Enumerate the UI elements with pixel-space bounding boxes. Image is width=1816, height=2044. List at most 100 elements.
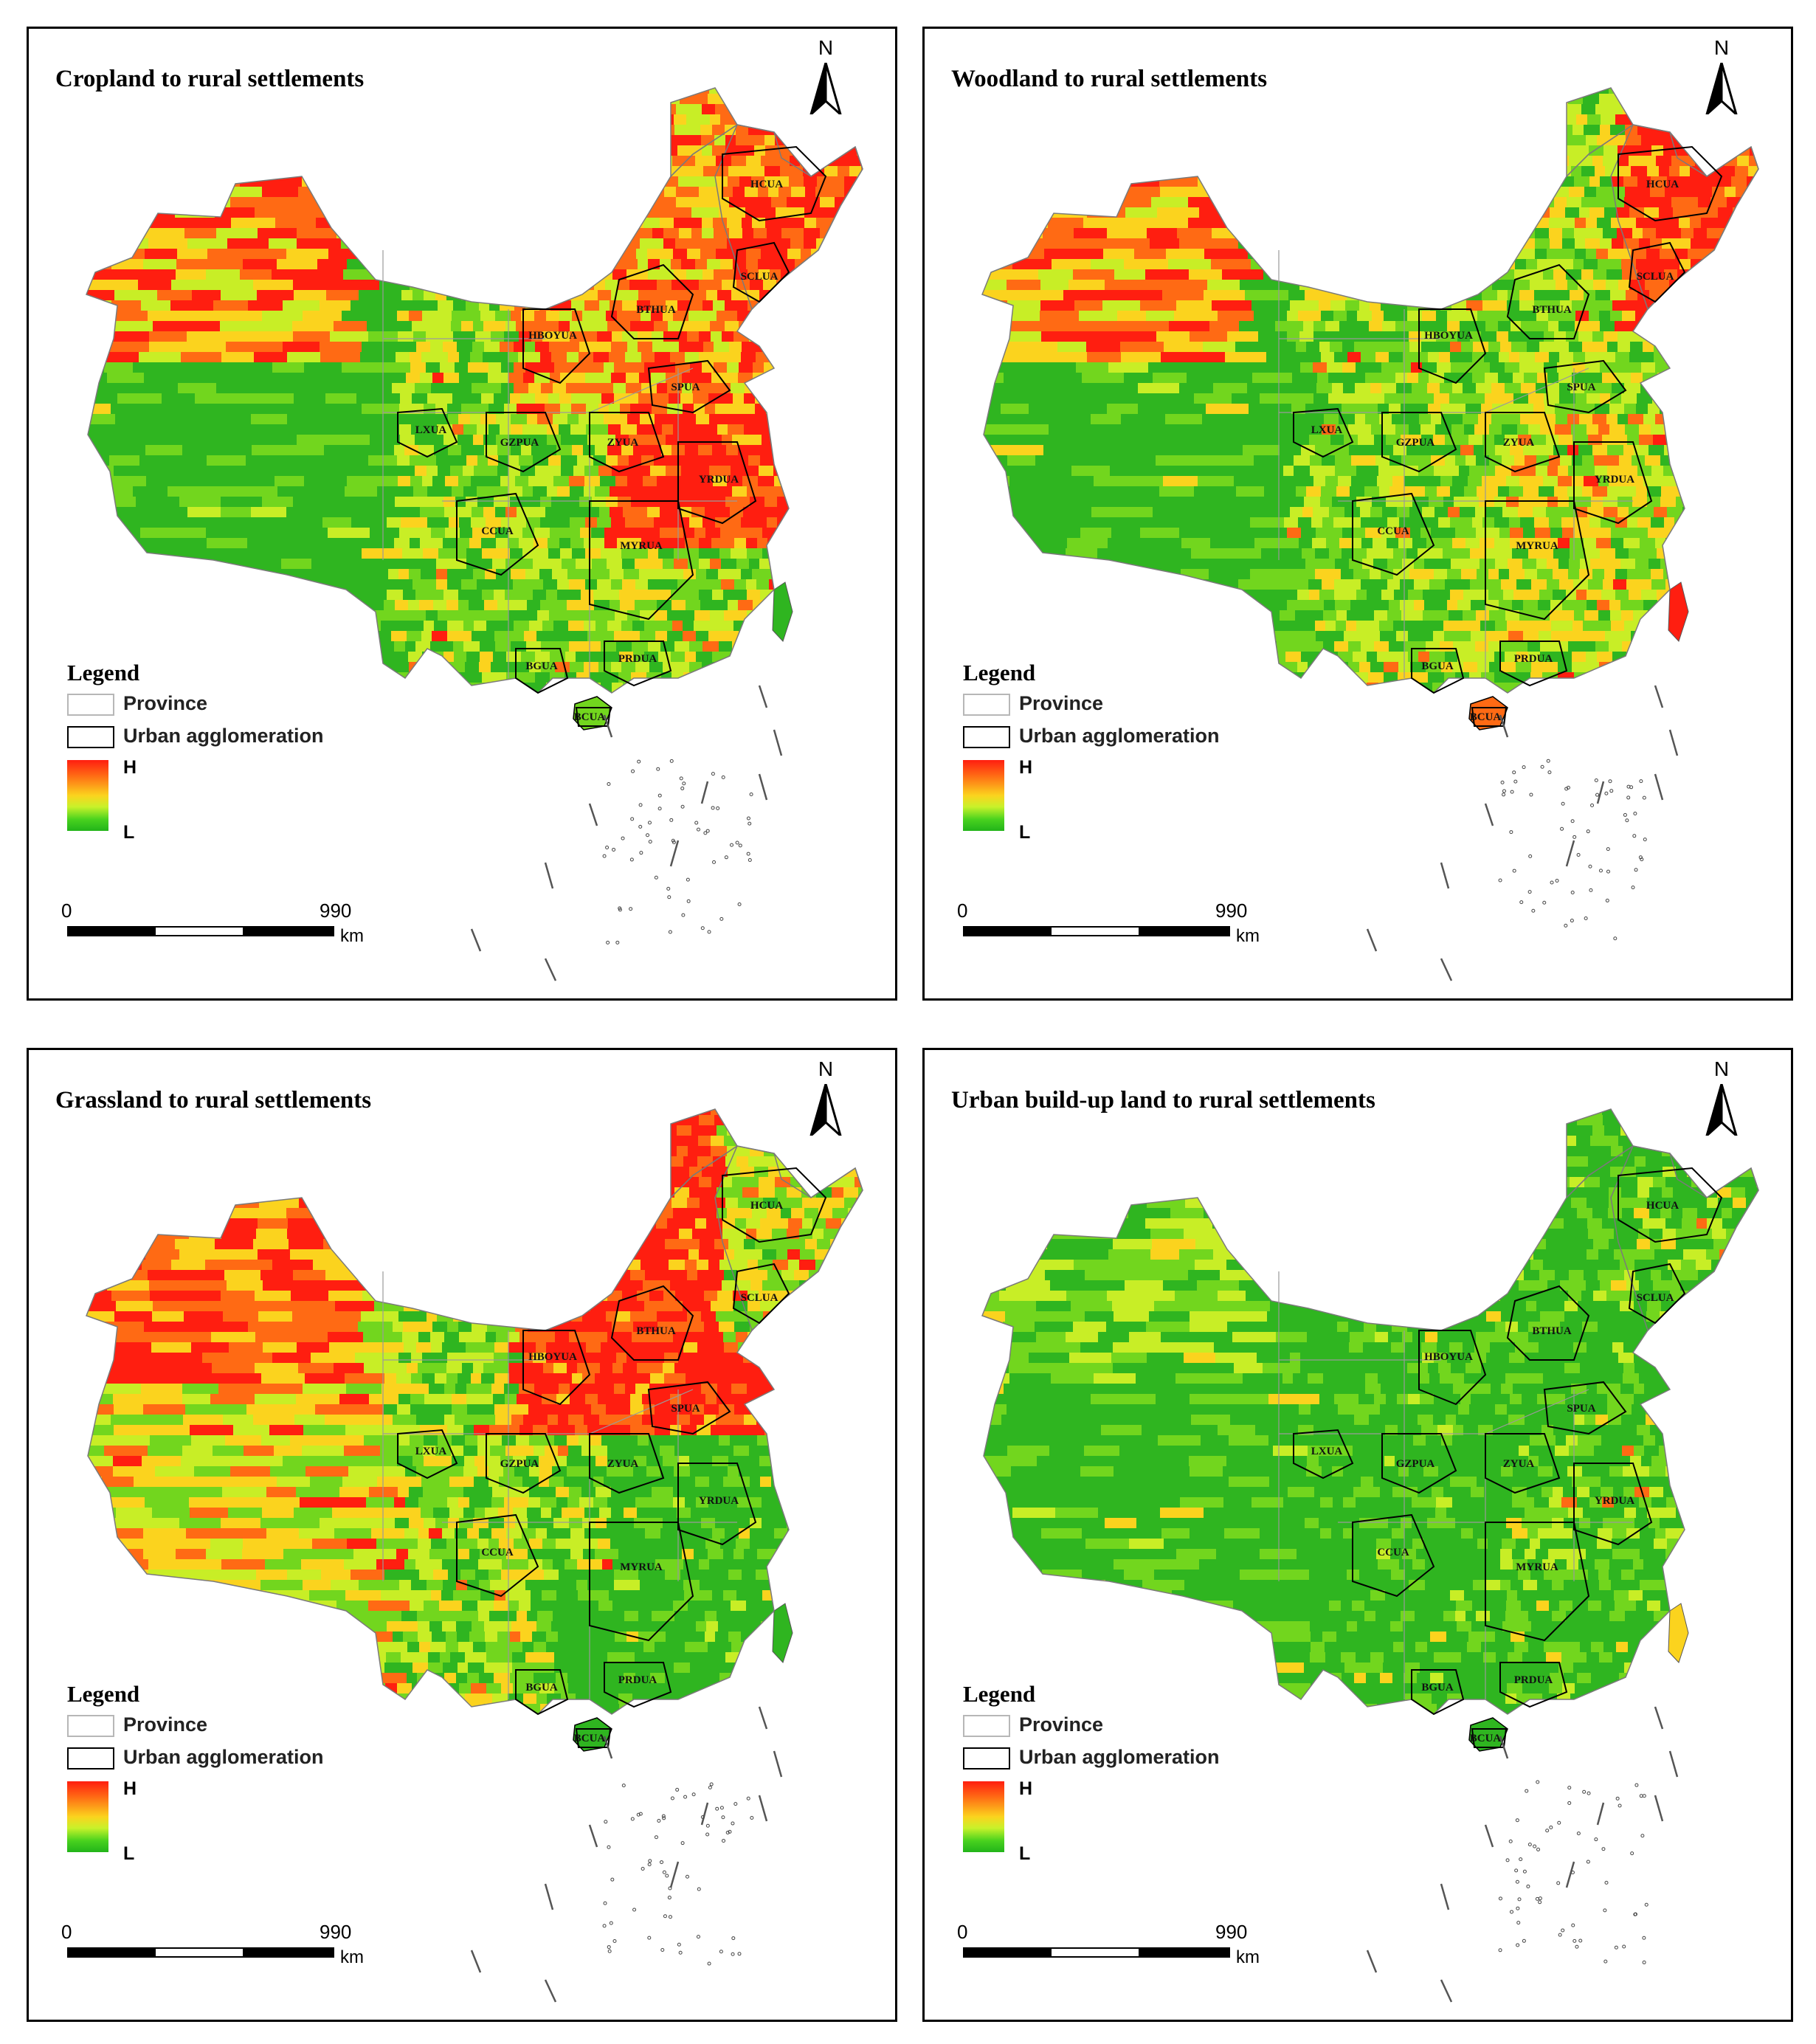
ua-label-spua: SPUA: [671, 381, 700, 393]
sea-boundary-dash: [588, 803, 598, 826]
urban-agglomeration-boundary: [486, 1433, 562, 1494]
sea-boundary-dash: [700, 781, 709, 804]
urban-agglomeration-boundary: [1506, 263, 1590, 339]
province-swatch: [67, 1715, 114, 1737]
urban-agglomeration-boundary: [1543, 359, 1627, 414]
scale-unit-label: km: [1236, 1947, 1260, 1967]
scale-end-label: 990: [1215, 1921, 1248, 1943]
scale-bar: 0 990 km: [61, 900, 364, 959]
taiwan-island: [1668, 581, 1689, 642]
ua-label-hboyua: HBOYUA: [1424, 1351, 1473, 1363]
ua-label-prdua: PRDUA: [618, 1674, 657, 1686]
ua-label-lxua: LXUA: [1311, 1446, 1343, 1457]
urban-agglomeration-boundary: [1381, 1433, 1457, 1494]
sea-boundary-dash: [544, 958, 557, 981]
sea-boundary-dash: [544, 1979, 557, 2003]
ua-label-spua: SPUA: [1567, 1403, 1595, 1415]
scale-start-label: 0: [957, 1921, 968, 1943]
legend-urban-label: Urban agglomeration: [123, 1746, 324, 1768]
urban-agglomeration-boundary: [1485, 412, 1561, 473]
scale-bar: 0 990 km: [957, 900, 1260, 959]
sea-boundary-dash: [1565, 1861, 1575, 1888]
color-ramp: [67, 760, 108, 831]
sea-boundary-dash: [1440, 1979, 1453, 2003]
urban-agglomeration-boundary: [1485, 500, 1590, 621]
north-arrow-icon: N: [1699, 1057, 1744, 1146]
urban-agglomeration-boundary: [604, 641, 672, 687]
ua-label-ccua: CCUA: [1377, 525, 1409, 537]
scale-bar-graphic: [963, 1947, 1230, 1958]
map-title: Woodland to rural settlements: [951, 66, 1268, 92]
ua-label-ccua: CCUA: [481, 525, 513, 537]
sea-boundary-dash: [603, 1736, 613, 1759]
ua-label-myrua: MYRUA: [1516, 540, 1558, 552]
map-legend: Legend Province Urban agglomeration H L: [67, 660, 421, 881]
ua-label-zyua: ZYUA: [607, 1458, 639, 1470]
scale-bar: 0 990 km: [61, 1921, 364, 1980]
scale-bar-graphic: [67, 1947, 334, 1958]
china-choropleth-map: HCUA SCLUA BTHUA HBOYUA SPUA LXUA GZPUA ZYUA YRD…: [86, 87, 863, 981]
north-letter: N: [1713, 36, 1730, 59]
sea-boundary-dash: [700, 1802, 709, 1826]
ua-label-bgua: BGUA: [1421, 660, 1454, 672]
sea-boundary-dash: [1440, 958, 1453, 981]
urban-agglomeration-boundary: [1499, 641, 1568, 687]
scale-unit-label: km: [1236, 926, 1260, 946]
ramp-low-label: L: [123, 822, 135, 843]
sea-boundary-dash: [758, 1706, 768, 1730]
urban-agglomeration-boundary: [515, 648, 569, 694]
urban-agglomeration-boundary: [589, 412, 665, 473]
sea-boundary-dash: [758, 773, 768, 801]
sea-boundary-dash: [1654, 1795, 1664, 1822]
ramp-high-label: H: [1019, 757, 1033, 778]
color-ramp: [963, 1781, 1004, 1852]
legend-title: Legend: [67, 1681, 140, 1707]
ua-label-bcua: BCUA: [1470, 1733, 1502, 1744]
legend-title: Legend: [963, 1681, 1036, 1707]
sea-boundary-dash: [758, 1795, 768, 1822]
ua-label-prdua: PRDUA: [1514, 653, 1553, 665]
urban-agglomeration-boundary: [1573, 1463, 1653, 1546]
urban-agglomeration-boundary: [732, 1263, 790, 1325]
urban-agglomeration-boundary: [1499, 1662, 1568, 1708]
legend-province-label: Province: [123, 1713, 208, 1736]
sea-boundary-dash: [1565, 840, 1575, 867]
north-letter: N: [818, 36, 834, 59]
north-letter: N: [818, 1057, 834, 1080]
ua-label-yrdua: YRDUA: [699, 474, 739, 486]
ua-label-yrdua: YRDUA: [1595, 1495, 1634, 1507]
legend-province-label: Province: [1019, 1713, 1104, 1736]
scale-end-label: 990: [320, 900, 352, 922]
sea-boundary-dash: [1366, 928, 1378, 952]
sea-boundary-dash: [1440, 1883, 1450, 1910]
legend-title: Legend: [67, 660, 140, 686]
ua-label-sclua: SCLUA: [1637, 271, 1674, 283]
ua-label-hboyua: HBOYUA: [528, 1351, 577, 1363]
urban-agglomeration-boundary: [647, 1381, 731, 1435]
urban-agglomeration-boundary: [397, 1429, 458, 1480]
china-choropleth-map: HCUA SCLUA BTHUA HBOYUA SPUA LXUA GZPUA ZYUA YRD…: [981, 1108, 1759, 2003]
ua-label-bgua: BGUA: [525, 660, 558, 672]
urban-agglomeration-boundary: [1411, 1669, 1465, 1716]
urban-agglomeration-swatch: [67, 1747, 114, 1769]
ua-label-bthua: BTHUA: [1532, 1325, 1572, 1337]
ua-label-prdua: PRDUA: [1514, 1674, 1553, 1686]
urban-agglomeration-boundary: [1418, 308, 1487, 384]
sea-boundary-dash: [1654, 1706, 1664, 1730]
ua-label-bthua: BTHUA: [1532, 304, 1572, 316]
urban-agglomeration-boundary: [1485, 1522, 1590, 1642]
urban-agglomeration-boundary: [589, 500, 694, 621]
ramp-high-label: H: [123, 1778, 137, 1799]
map-panel-grassland: HCUA SCLUA BTHUA HBOYUA SPUA LXUA GZPUA ZYUA YRD…: [27, 1048, 897, 2022]
sea-boundary-dash: [1484, 803, 1494, 826]
map-title: Cropland to rural settlements: [55, 66, 365, 92]
sea-boundary-dash: [1596, 781, 1605, 804]
north-arrow-icon: N: [804, 36, 848, 125]
ua-label-lxua: LXUA: [415, 424, 447, 436]
sea-boundary-dash: [1366, 1950, 1378, 1973]
urban-agglomeration-boundary: [1543, 1381, 1627, 1435]
urban-agglomeration-boundary: [589, 1433, 665, 1494]
ua-label-hboyua: HBOYUA: [1424, 330, 1473, 342]
legend-province-label: Province: [1019, 692, 1104, 714]
urban-agglomeration-boundary: [515, 1669, 569, 1716]
